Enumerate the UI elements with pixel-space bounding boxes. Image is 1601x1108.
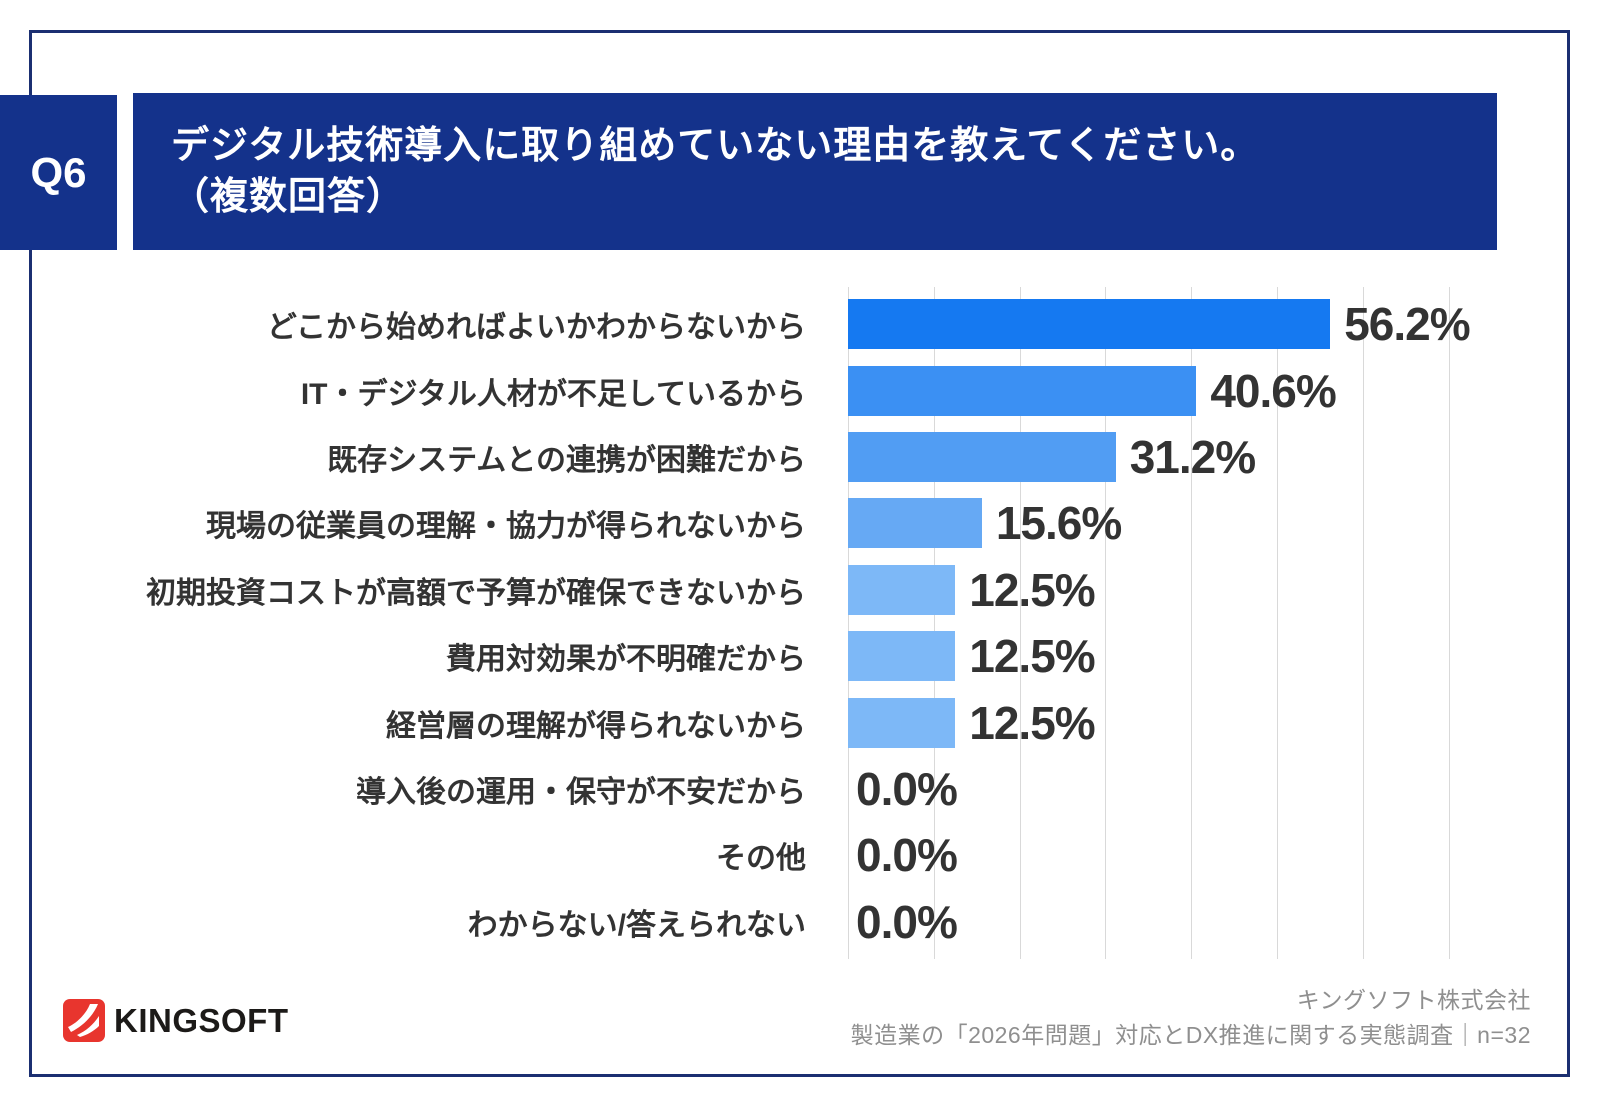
slide-border-frame <box>29 30 1570 1077</box>
chart-rows: どこから始めればよいかわからないから 56.2% IT・デジタル人材が不足しているか… <box>60 291 1530 955</box>
category-label: 既存システムとの連携が困難だから <box>327 443 806 477</box>
question-number-box: Q6 <box>0 95 117 250</box>
bar <box>848 631 956 682</box>
chart-row: 現場の従業員の理解・協力が得られないから 15.6% <box>60 490 1530 556</box>
chart-row: その他 0.0% <box>60 822 1530 888</box>
bar-area: 40.6% <box>848 357 1530 423</box>
question-title-banner: デジタル技術導入に取り組めていない理由を教えてください。 （複数回答） <box>133 93 1497 250</box>
value-label: 12.5% <box>969 563 1095 616</box>
category-label: 現場の従業員の理解・協力が得られないから <box>206 510 806 544</box>
bar-area: 15.6% <box>848 490 1530 556</box>
bar-area: 0.0% <box>848 756 1530 822</box>
gridline <box>848 287 849 959</box>
question-number: Q6 <box>30 148 87 196</box>
bar-area: 56.2% <box>848 291 1530 357</box>
category-label: 費用対効果が不明確だから <box>446 643 806 677</box>
gridline <box>1362 287 1364 959</box>
value-label: 0.0% <box>856 762 958 815</box>
bar-area: 31.2% <box>848 424 1530 490</box>
question-title-line1: デジタル技術導入に取り組めていない理由を教えてください。 <box>171 125 1260 168</box>
chart-row: 経営層の理解が得られないから 12.5% <box>60 689 1530 755</box>
bar <box>848 697 956 748</box>
chart-row: 初期投資コストが高額で予算が確保できないから 12.5% <box>60 557 1530 623</box>
kingsoft-logo: KINGSOFT <box>63 999 289 1042</box>
bar-area: 0.0% <box>848 889 1530 955</box>
bar-area: 12.5% <box>848 689 1530 755</box>
category-label: 導入後の運用・保守が不安だから <box>356 775 806 809</box>
category-label: その他 <box>716 842 806 876</box>
bar <box>848 431 1116 482</box>
chart-row: 費用対効果が不明確だから 12.5% <box>60 623 1530 689</box>
category-label: どこから始めればよいかわからないから <box>266 311 806 345</box>
chart-row: IT・デジタル人材が不足しているから 40.6% <box>60 357 1530 423</box>
category-label: 経営層の理解が得られないから <box>386 709 806 743</box>
source-survey: 製造業の「2026年問題」対応とDX推進に関する実態調査｜n=32 <box>850 1021 1531 1048</box>
chart-row: 導入後の運用・保守が不安だから 0.0% <box>60 756 1530 822</box>
source-company: キングソフト株式会社 <box>1296 987 1531 1013</box>
bar <box>848 498 982 549</box>
value-label: 40.6% <box>1210 364 1336 417</box>
chart-row: 既存システムとの連携が困難だから 31.2% <box>60 424 1530 490</box>
value-label: 0.0% <box>856 829 958 882</box>
value-label: 12.5% <box>969 630 1095 683</box>
gridline <box>1019 287 1021 959</box>
bar-area: 12.5% <box>848 623 1530 689</box>
kingsoft-logo-text: KINGSOFT <box>114 1001 289 1039</box>
value-label: 31.2% <box>1129 430 1256 483</box>
gridlines <box>848 287 1463 959</box>
category-label: 初期投資コストが高額で予算が確保できないから <box>146 576 806 610</box>
bar-area: 12.5% <box>848 557 1530 623</box>
bar-chart: どこから始めればよいかわからないから 56.2% IT・デジタル人材が不足しているか… <box>60 287 1530 959</box>
bar <box>848 564 956 615</box>
category-label: わからない/答えられない <box>467 908 806 942</box>
bar <box>848 299 1331 350</box>
value-label: 0.0% <box>856 895 958 948</box>
value-label: 15.6% <box>995 497 1122 550</box>
bar-area: 0.0% <box>848 822 1530 888</box>
kingsoft-logo-icon <box>63 999 105 1042</box>
question-title-line2: （複数回答） <box>171 175 406 218</box>
bar <box>848 365 1197 416</box>
gridline <box>1448 287 1450 959</box>
value-label: 56.2% <box>1344 298 1470 351</box>
category-label: IT・デジタル人材が不足しているから <box>300 377 806 411</box>
chart-row: どこから始めればよいかわからないから 56.2% <box>60 291 1530 357</box>
gridline <box>1105 287 1107 959</box>
gridline <box>1277 287 1278 959</box>
gridline <box>1191 287 1193 959</box>
gridline <box>933 287 935 959</box>
value-label: 12.5% <box>969 696 1095 749</box>
chart-row: わからない/答えられない 0.0% <box>60 889 1530 955</box>
source-note: キングソフト株式会社 製造業の「2026年問題」対応とDX推進に関する実態調査｜… <box>851 983 1531 1052</box>
